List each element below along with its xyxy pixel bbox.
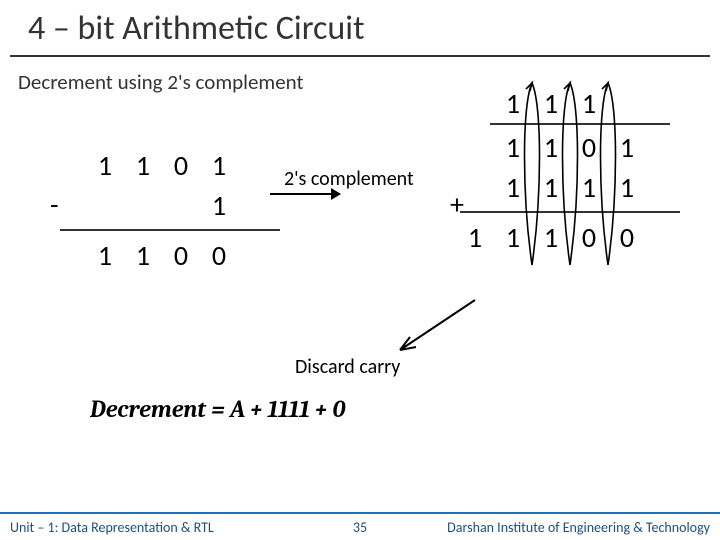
digit: 0 [578, 220, 600, 255]
digit: 0 [616, 220, 638, 255]
carry-row: 1 1 1 [440, 85, 680, 121]
difference-row: 1 1 0 0 [40, 235, 280, 275]
digit: 1 [208, 148, 230, 183]
digit: 1 [502, 130, 524, 165]
digit: 1 [540, 220, 562, 255]
formula-zero: 0 [332, 395, 345, 423]
addend2-row: 1 1 1 1 [440, 167, 680, 207]
addend1-row: 1 1 0 1 [440, 127, 680, 167]
decrement-formula: Decrement = A + 1111 + 0 [90, 395, 345, 423]
plus-operator: + [450, 187, 464, 222]
digit: 0 [208, 238, 230, 273]
digit: 1 [578, 170, 600, 205]
rule-line [60, 229, 280, 231]
formula-lhs: Decrement [90, 395, 206, 423]
digit: 1 [208, 188, 230, 223]
digit: 1 [464, 220, 486, 255]
slide-title: 4 – bit Arithmetic Circuit [10, 0, 710, 57]
digit: 0 [170, 238, 192, 273]
subtrahend-row: 1 [40, 185, 280, 225]
digit: 1 [502, 220, 524, 255]
rule-line [460, 211, 680, 213]
formula-plus: + [310, 395, 333, 423]
digit: 1 [502, 86, 524, 121]
footer-institute: Darshan Institute of Engineering & Techn… [447, 519, 710, 536]
digit: 0 [170, 148, 192, 183]
discard-carry-label: Discard carry [295, 355, 400, 379]
formula-plus: + [245, 395, 268, 423]
digit: 1 [540, 130, 562, 165]
minuend-row: 1 1 0 1 [40, 145, 280, 185]
formula-ones: 1111 [268, 395, 310, 423]
digit: 1 [94, 148, 116, 183]
digit: 1 [502, 170, 524, 205]
discard-arrow-icon [390, 295, 490, 365]
rule-line [490, 123, 670, 125]
arrow-right-icon [270, 193, 340, 195]
digit: 1 [578, 86, 600, 121]
minus-operator: - [50, 187, 59, 222]
digit: 0 [578, 130, 600, 165]
digit: 1 [132, 148, 154, 183]
digit: 1 [132, 238, 154, 273]
formula-a: A [230, 395, 245, 423]
slide-footer: Unit – 1: Data Representation & RTL 35 D… [0, 512, 720, 540]
footer-unit: Unit – 1: Data Representation & RTL [10, 519, 214, 536]
digit: 1 [540, 86, 562, 121]
subtraction-block: 1 1 0 1 - 1 1 1 0 0 [40, 145, 280, 275]
formula-eq: = [206, 395, 230, 423]
digit: 1 [94, 238, 116, 273]
footer-page-number: 35 [353, 519, 367, 536]
addition-block: 1 1 1 1 1 0 1 + 1 1 1 1 1 1 1 0 0 [440, 85, 680, 257]
twos-complement-label: 2's complement [284, 167, 414, 191]
digit: 1 [540, 170, 562, 205]
diagram-area: 1 1 0 1 - 1 1 1 0 0 2's complement 1 1 1… [0, 95, 720, 455]
digit: 1 [616, 170, 638, 205]
digit: 1 [616, 130, 638, 165]
sum-row: 1 1 1 0 0 [440, 217, 680, 257]
